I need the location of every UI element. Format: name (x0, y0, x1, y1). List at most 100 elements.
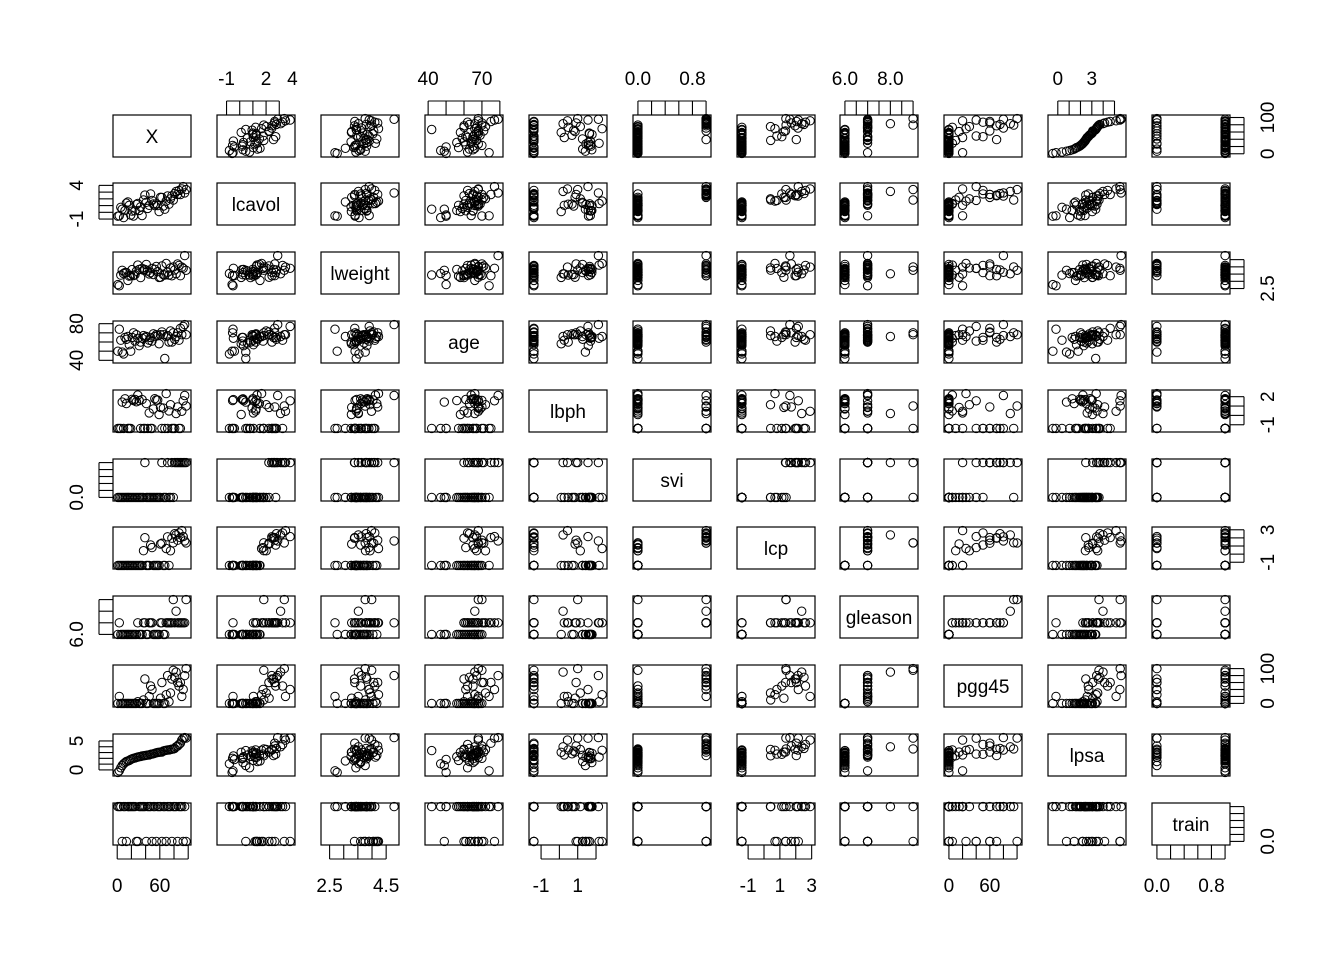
data-point (785, 390, 795, 401)
data-point (840, 560, 850, 571)
data-point (583, 684, 593, 695)
panel-frame (424, 182, 504, 226)
data-point (241, 347, 251, 357)
data-point (158, 330, 169, 340)
data-point (597, 543, 607, 554)
panel-X-vs-lbph (528, 113, 608, 159)
data-point (957, 525, 968, 536)
data-point (285, 115, 295, 125)
data-point (236, 409, 246, 420)
panel-frame (943, 251, 1023, 295)
panel-svi-vs-lcp (736, 457, 816, 503)
data-point (1152, 138, 1162, 149)
data-point (1111, 406, 1121, 416)
data-point (805, 116, 815, 126)
data-point (123, 275, 133, 286)
data-point (1098, 119, 1108, 129)
data-point (427, 204, 437, 214)
data-point (944, 266, 954, 277)
data-point (147, 542, 157, 553)
panel-lweight-vs-gleason (839, 250, 919, 295)
data-point (1115, 265, 1125, 275)
data-point (1051, 211, 1061, 221)
data-point (330, 492, 340, 503)
panel-svi-vs-train (1151, 457, 1231, 503)
panel-frame (839, 664, 919, 708)
data-point (580, 347, 591, 357)
panel-age-vs-lcp (736, 319, 816, 364)
variable-label-gleason: gleason (846, 608, 913, 629)
panel-frame (320, 320, 400, 364)
data-point (593, 114, 604, 125)
panel-frame (1151, 114, 1231, 158)
data-point (985, 402, 995, 412)
data-point (1115, 184, 1125, 195)
data-point (957, 560, 968, 571)
data-point (165, 326, 176, 336)
data-point (174, 335, 184, 345)
data-point (583, 733, 593, 743)
panel-pgg45-vs-lcavol (216, 663, 296, 709)
panel-lcavol-vs-lpsa (1047, 181, 1127, 226)
data-point (998, 319, 1009, 330)
data-point (597, 690, 607, 700)
data-point (947, 122, 957, 133)
panel-pgg45-vs-gleason (839, 663, 919, 709)
data-point (978, 117, 988, 127)
panel-lbph-vs-lcavol (216, 388, 296, 434)
panel-lweight-vs-pgg45 (943, 250, 1023, 295)
data-point (571, 118, 581, 128)
data-point (1057, 423, 1067, 434)
data-point (285, 684, 295, 695)
data-point (908, 113, 918, 124)
data-point (389, 670, 399, 681)
panel-svi-vs-svi: svi (632, 458, 712, 502)
panel-lcavol-vs-age (424, 181, 504, 226)
data-point (991, 134, 1002, 145)
data-point (484, 211, 494, 221)
data-point (597, 331, 607, 342)
data-point (529, 323, 539, 333)
data-point (633, 210, 643, 221)
panel-frame (736, 664, 816, 708)
data-point (583, 263, 593, 273)
data-point (737, 618, 747, 628)
data-point (998, 114, 1009, 125)
panel-frame (632, 526, 712, 570)
data-point (140, 190, 150, 200)
data-point (957, 281, 968, 291)
data-point (558, 667, 568, 677)
panel-lbph-vs-svi (632, 388, 712, 434)
data-point (583, 321, 593, 332)
data-point (157, 677, 167, 688)
data-point (360, 594, 370, 605)
data-point (118, 212, 129, 223)
panel-lweight-vs-lcp (736, 250, 816, 295)
data-point (1071, 200, 1082, 211)
data-point (1152, 423, 1162, 434)
data-point (585, 336, 596, 346)
data-point (352, 140, 362, 150)
panel-frame (736, 389, 816, 433)
panel-X-vs-gleason (839, 113, 919, 159)
data-point (529, 119, 539, 130)
panel-frame (216, 182, 296, 226)
data-point (247, 270, 257, 280)
data-point (178, 263, 188, 273)
panel-gleason-vs-age (424, 594, 504, 640)
panel-frame (528, 251, 608, 295)
data-point (556, 339, 566, 349)
data-point (427, 698, 437, 709)
data-point (1051, 691, 1061, 702)
panel-age-vs-train (1151, 319, 1231, 364)
data-point (944, 127, 954, 138)
data-point (885, 119, 896, 129)
data-point (947, 199, 957, 209)
data-point (766, 330, 776, 341)
data-point (1093, 121, 1104, 131)
data-point (701, 188, 711, 198)
panel-gleason-vs-lweight (320, 594, 400, 640)
panel-lcp-vs-gleason (839, 525, 919, 571)
data-point (241, 124, 251, 135)
data-point (261, 121, 271, 132)
